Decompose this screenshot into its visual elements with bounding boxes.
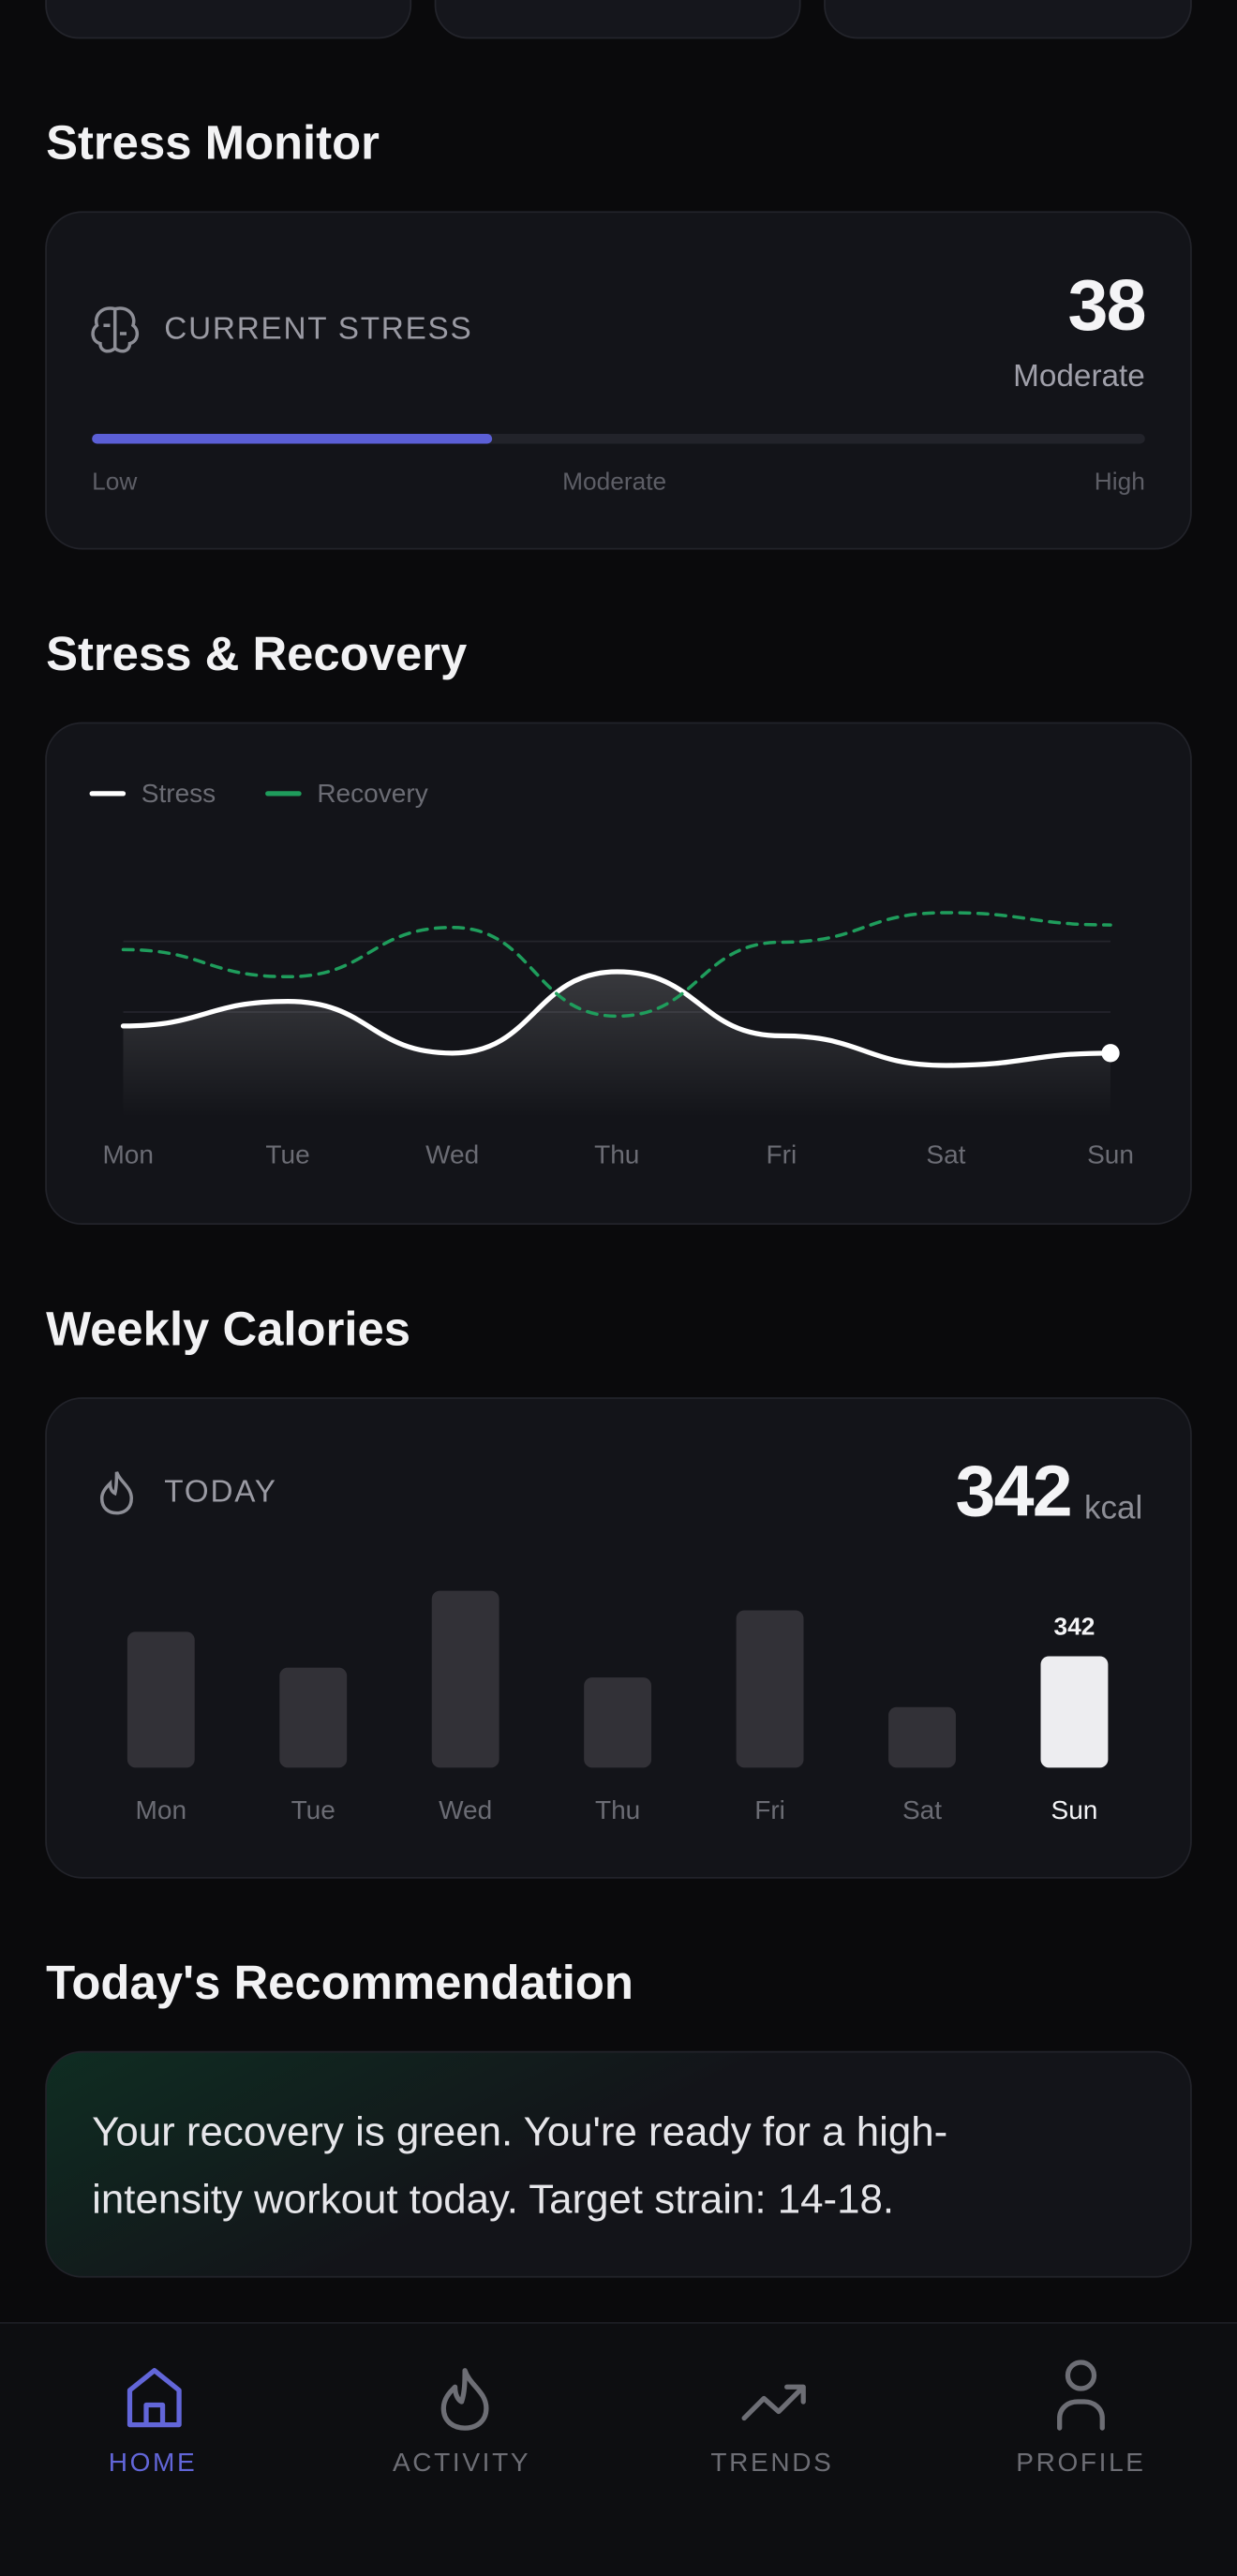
bar [431,1590,499,1768]
recommendation-text: Your recovery is green. You're ready for… [92,2108,948,2223]
stress-fill [92,433,493,444]
nav-item[interactable]: HOME [109,2368,198,2477]
brain-icon [91,306,140,353]
end-dot [1101,1044,1120,1063]
section-title: Today's Recommendation [46,1956,633,2009]
nav-icon [440,2368,489,2431]
bar [127,1631,195,1768]
today-value: 342 [956,1452,1071,1532]
nav-label[interactable]: PROFILE [1016,2448,1145,2477]
stress-card [45,211,1192,550]
bar [888,1706,956,1768]
top-card [824,0,1192,39]
recommendation-box: Your recovery is green. You're ready for… [92,2108,948,2223]
nav-icon [1057,2360,1105,2431]
scale-label: Low [92,467,138,495]
nav-label[interactable]: ACTIVITY [393,2448,530,2477]
stress-value: 38 [1068,265,1145,346]
x-tick-label: Wed [439,1795,492,1824]
x-tick-label: Sat [902,1795,942,1824]
bar [736,1610,804,1768]
x-tick-label: Fri [754,1795,785,1824]
bar [279,1667,348,1768]
x-tick-label: Thu [595,1795,640,1824]
nav-label[interactable]: HOME [109,2448,198,2477]
legend-label: Stress [142,779,216,808]
x-tick-label: Sun [1051,1795,1098,1824]
section-title: Stress & Recovery [46,627,467,680]
x-tick-label: Wed [425,1140,479,1169]
top-card [434,0,801,39]
stress-label: CURRENT STRESS [164,311,472,346]
nav-icon [127,2368,182,2428]
stress-level: Moderate [1013,359,1145,394]
today-unit: kcal [1084,1489,1142,1526]
scale-label: Moderate [562,467,666,495]
bar [584,1677,652,1768]
nav-bar [0,2322,1237,2576]
x-tick-label: Sun [1087,1140,1134,1169]
nav-item[interactable]: ACTIVITY [393,2368,530,2477]
x-tick-label: Mon [136,1795,187,1824]
series-line [121,911,1112,1019]
nav-icon [741,2384,806,2421]
nav-label[interactable]: TRENDS [710,2448,833,2477]
scale-label: High [1095,467,1145,495]
series-line [120,969,1113,1068]
x-tick-label: Tue [291,1795,335,1824]
legend-label: Recovery [317,779,427,808]
top-card [45,0,412,39]
x-tick-label: Thu [594,1140,639,1169]
section-title: Weekly Calories [46,1302,410,1355]
nav-item[interactable]: PROFILE [1016,2360,1145,2477]
today-label: TODAY [164,1474,276,1509]
x-tick-label: Mon [102,1140,154,1169]
bar [1040,1656,1109,1768]
stress-area [123,972,1111,1118]
bar-value-label: 342 [1054,1613,1095,1641]
x-tick-label: Tue [265,1140,309,1169]
x-tick-label: Fri [766,1140,797,1169]
flame-icon [99,1471,133,1515]
section-title: Stress Monitor [46,116,380,170]
nav-item[interactable]: TRENDS [710,2384,833,2477]
recommendation-card [45,2050,1192,2278]
x-tick-label: Sat [926,1140,965,1169]
